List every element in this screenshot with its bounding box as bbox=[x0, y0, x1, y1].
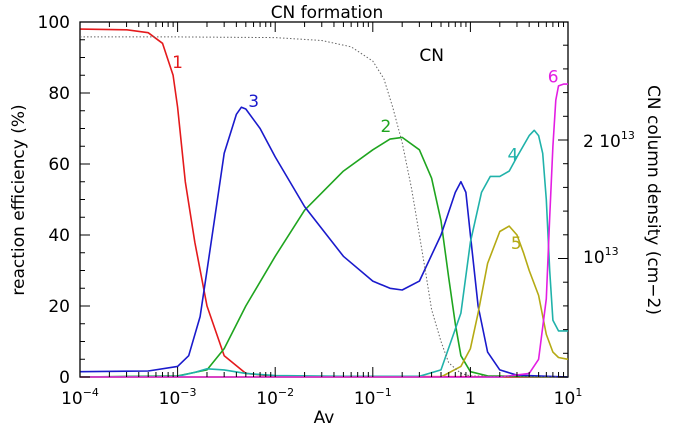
y-tick-label: 60 bbox=[48, 155, 70, 175]
curve-label-cn: CN bbox=[419, 46, 444, 66]
y2-axis-title: CN column density (cm−2) bbox=[643, 85, 663, 315]
x-tick-label: 10−3 bbox=[159, 386, 197, 409]
x-tick-label-exponent: −3 bbox=[180, 386, 196, 399]
curves bbox=[79, 28, 569, 378]
x-axis-title: Av bbox=[314, 408, 335, 427]
x-tick-label-base: 10 bbox=[554, 389, 576, 409]
x-tick-label-exponent: 1 bbox=[575, 386, 582, 399]
curve-label-1: 1 bbox=[172, 53, 183, 73]
plot-frame bbox=[79, 21, 569, 378]
y-tick-label: 0 bbox=[59, 368, 70, 388]
y-tick-label: 80 bbox=[48, 84, 70, 104]
x-tick-label: 10−2 bbox=[256, 386, 294, 409]
series-line-3 bbox=[79, 106, 569, 378]
curve-label-3: 3 bbox=[248, 92, 259, 112]
x-tick-label: 10−1 bbox=[354, 386, 392, 409]
svg-text:1013: 1013 bbox=[583, 245, 619, 268]
series-line-5 bbox=[80, 225, 569, 378]
y-tick-labels: 0 20 40 60 80 100 bbox=[38, 13, 70, 388]
axis-ticks bbox=[79, 21, 568, 378]
x-tick-label-exponent: −4 bbox=[83, 386, 99, 399]
svg-text:2 1013: 2 1013 bbox=[583, 129, 635, 152]
curve-label-5: 5 bbox=[511, 234, 522, 254]
x-tick-label-base: 10 bbox=[159, 389, 181, 409]
x-tick-label: 1 bbox=[465, 389, 476, 409]
x-tick-label-base: 1 bbox=[465, 389, 476, 409]
x-tick-label: 10−4 bbox=[61, 386, 99, 409]
curve-label-4: 4 bbox=[508, 145, 519, 165]
series-line-2 bbox=[79, 136, 569, 378]
x-tick-labels: 10−4 10−3 10−2 10−1 1 101 bbox=[61, 386, 582, 409]
x-tick-label-exponent: −1 bbox=[376, 386, 392, 399]
curve-labels: 1 2 3 4 5 6 CN bbox=[172, 46, 558, 254]
series-line-1 bbox=[79, 28, 569, 378]
y2-tick-label-2e13-exponent: 13 bbox=[621, 129, 635, 142]
y2-tick-label-1e13-exponent: 13 bbox=[605, 245, 619, 258]
y-axis-title: reaction efficiency (%) bbox=[9, 104, 29, 295]
x-tick-label-exponent: −2 bbox=[278, 386, 294, 399]
y-tick-label: 100 bbox=[38, 13, 70, 33]
plot-area: 1 2 3 4 5 6 CN bbox=[79, 21, 569, 378]
series-line-6 bbox=[80, 83, 568, 378]
curve-label-6: 6 bbox=[548, 67, 559, 87]
y2-tick-labels: 2 1013 1013 bbox=[583, 129, 635, 268]
x-tick-label-base: 10 bbox=[256, 389, 278, 409]
y-tick-label: 40 bbox=[48, 226, 70, 246]
x-tick-label: 101 bbox=[554, 386, 583, 409]
y2-tick-label-2e13-mantissa: 2 10 bbox=[583, 132, 621, 152]
series-line-cn bbox=[80, 36, 569, 378]
x-tick-label-base: 10 bbox=[61, 389, 83, 409]
y2-tick-label-1e13-base: 10 bbox=[583, 248, 605, 268]
x-tick-label-base: 10 bbox=[354, 389, 376, 409]
chart-title: CN formation bbox=[271, 3, 384, 23]
y-tick-label: 20 bbox=[48, 297, 70, 317]
curve-label-2: 2 bbox=[381, 117, 392, 137]
series-line-4 bbox=[79, 129, 568, 378]
